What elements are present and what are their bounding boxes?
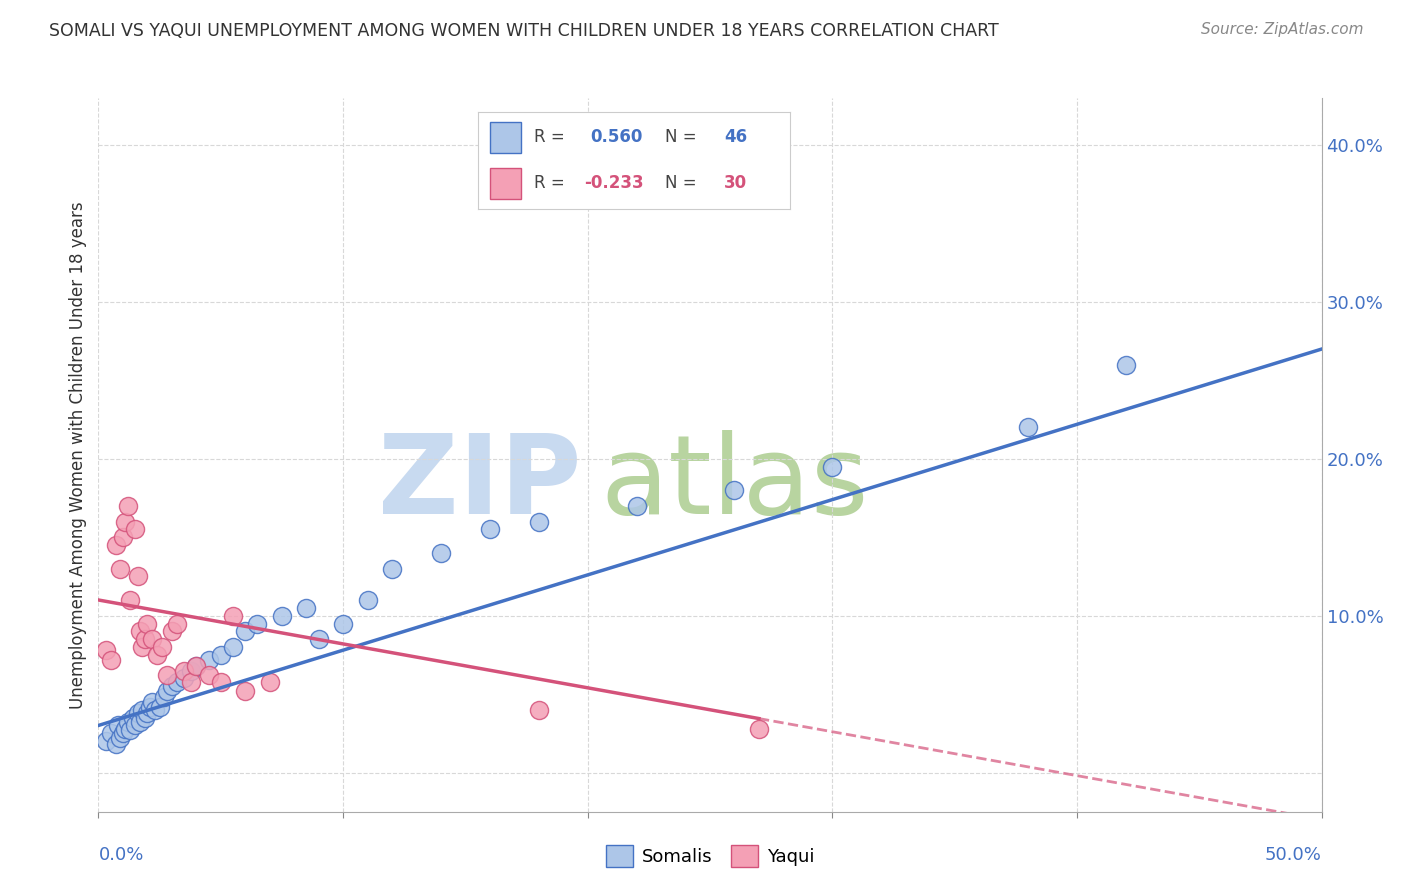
Point: [259, 674, 281, 689]
Point: [527, 703, 550, 717]
Point: [107, 718, 129, 732]
Point: [131, 640, 153, 654]
Point: [100, 726, 122, 740]
Point: [821, 459, 844, 474]
Text: ZIP: ZIP: [378, 430, 582, 537]
Point: [104, 538, 127, 552]
Point: [146, 648, 169, 662]
Point: [111, 726, 134, 740]
Text: 50.0%: 50.0%: [1265, 847, 1322, 864]
Point: [114, 722, 136, 736]
Point: [127, 706, 149, 720]
Point: [186, 658, 208, 673]
Text: 0.0%: 0.0%: [98, 847, 143, 864]
Point: [150, 640, 173, 654]
Point: [173, 672, 195, 686]
Point: [143, 703, 166, 717]
Point: [129, 715, 152, 730]
Point: [209, 648, 232, 662]
Point: [233, 624, 256, 639]
Point: [222, 640, 245, 654]
Point: [94, 734, 117, 748]
Point: [748, 722, 770, 736]
Text: atlas: atlas: [600, 430, 869, 537]
Point: [527, 515, 550, 529]
Point: [156, 668, 179, 682]
Point: [246, 616, 269, 631]
Point: [160, 679, 183, 693]
Point: [381, 561, 404, 575]
Point: [111, 530, 134, 544]
Point: [186, 658, 208, 673]
Point: [626, 499, 648, 513]
Point: [295, 600, 318, 615]
Point: [124, 718, 146, 732]
Point: [94, 643, 117, 657]
Point: [356, 593, 378, 607]
Point: [136, 616, 159, 631]
Point: [173, 664, 195, 678]
Point: [332, 616, 354, 631]
Point: [222, 608, 245, 623]
Point: [134, 711, 156, 725]
Point: [166, 674, 188, 689]
Point: [141, 632, 163, 647]
Point: [180, 674, 202, 689]
Point: [149, 699, 172, 714]
Text: SOMALI VS YAQUI UNEMPLOYMENT AMONG WOMEN WITH CHILDREN UNDER 18 YEARS CORRELATIO: SOMALI VS YAQUI UNEMPLOYMENT AMONG WOMEN…: [49, 22, 998, 40]
Point: [139, 699, 162, 714]
Point: [1115, 358, 1137, 372]
Legend: Somalis, Yaqui: Somalis, Yaqui: [599, 838, 821, 874]
Point: [136, 706, 159, 720]
Point: [120, 723, 142, 738]
Point: [131, 703, 153, 717]
Point: [117, 499, 139, 513]
Point: [1017, 420, 1039, 434]
Point: [270, 608, 294, 623]
Point: [478, 523, 501, 537]
Point: [129, 624, 152, 639]
Point: [209, 674, 232, 689]
Point: [156, 684, 179, 698]
Point: [121, 711, 143, 725]
Point: [197, 668, 219, 682]
Point: [127, 569, 149, 583]
Point: [180, 664, 202, 678]
Point: [114, 515, 136, 529]
Point: [110, 731, 132, 745]
Point: [120, 593, 142, 607]
Point: [117, 715, 139, 730]
Point: [124, 523, 146, 537]
Point: [153, 690, 176, 705]
Point: [110, 561, 132, 575]
Point: [104, 737, 127, 751]
Point: [100, 652, 122, 666]
Point: [134, 632, 156, 647]
Y-axis label: Unemployment Among Women with Children Under 18 years: Unemployment Among Women with Children U…: [69, 201, 87, 709]
Point: [430, 546, 453, 560]
Point: [166, 616, 188, 631]
Point: [197, 652, 219, 666]
Text: Source: ZipAtlas.com: Source: ZipAtlas.com: [1201, 22, 1364, 37]
Point: [723, 483, 745, 498]
Point: [160, 624, 183, 639]
Point: [233, 684, 256, 698]
Point: [308, 632, 330, 647]
Point: [141, 695, 163, 709]
